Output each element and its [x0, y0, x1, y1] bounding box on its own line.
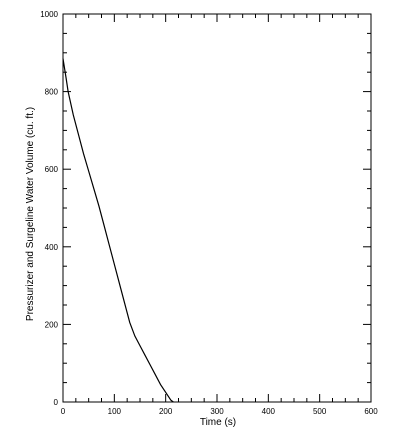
y-axis-label-group: Pressurizer and Surgeline Water Volume (… — [25, 107, 36, 321]
series-line — [62, 58, 174, 403]
y-tick-label: 600 — [45, 165, 59, 174]
x-tick-label: 500 — [313, 407, 327, 416]
y-tick-label: 0 — [54, 398, 59, 407]
x-tick-label: 600 — [364, 407, 378, 416]
y-tick-label: 800 — [45, 88, 59, 97]
x-axis-label: Time (s) — [200, 417, 236, 428]
tick-labels-group: 0 100 200 300 400 500 600 0 200 400 600 800 1000 — [40, 10, 378, 416]
x-tick-label: 400 — [262, 407, 276, 416]
y-tick-label: 200 — [45, 320, 59, 329]
y-axis-label: Pressurizer and Surgeline Water Volume (… — [25, 107, 36, 321]
x-tick-label: 300 — [210, 407, 224, 416]
x-tick-label: 200 — [159, 407, 173, 416]
plot-frame — [62, 13, 372, 403]
ticks-group — [62, 13, 372, 403]
y-tick-label: 1000 — [40, 10, 58, 19]
y-tick-label: 400 — [45, 243, 59, 252]
x-tick-label: 100 — [108, 407, 122, 416]
x-tick-label: 0 — [61, 407, 66, 416]
